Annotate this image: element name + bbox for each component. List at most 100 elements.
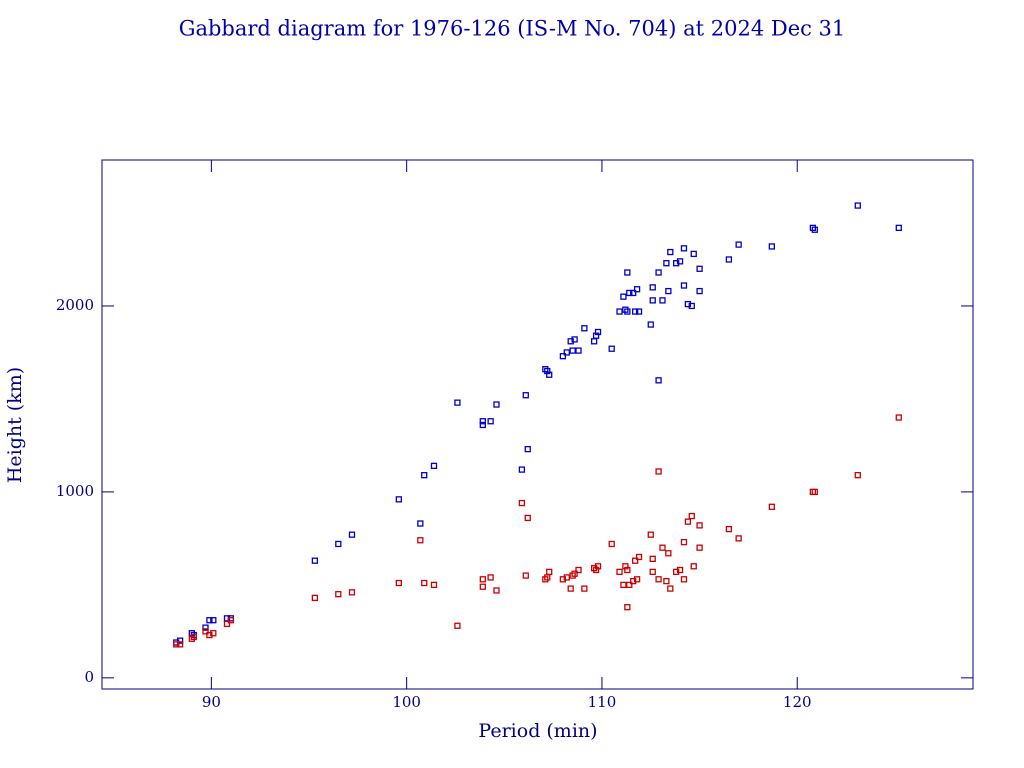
point bbox=[680, 538, 688, 546]
point bbox=[626, 581, 633, 589]
point bbox=[227, 617, 235, 624]
point bbox=[665, 287, 672, 295]
point bbox=[479, 421, 486, 429]
point bbox=[454, 622, 461, 629]
point bbox=[655, 377, 662, 384]
point bbox=[581, 585, 588, 592]
point bbox=[608, 540, 615, 548]
point bbox=[663, 260, 670, 267]
point bbox=[630, 289, 637, 297]
point bbox=[631, 557, 639, 564]
point bbox=[659, 297, 666, 304]
point bbox=[546, 568, 553, 576]
point bbox=[569, 347, 576, 354]
point bbox=[768, 243, 775, 250]
point bbox=[620, 581, 627, 589]
point bbox=[454, 399, 461, 406]
point bbox=[417, 537, 424, 544]
point bbox=[421, 472, 428, 479]
point bbox=[524, 445, 531, 453]
point bbox=[210, 630, 217, 637]
point bbox=[518, 499, 526, 507]
point bbox=[680, 576, 688, 583]
point bbox=[176, 637, 184, 644]
point bbox=[725, 525, 733, 533]
point bbox=[479, 583, 486, 590]
point bbox=[571, 336, 578, 343]
point bbox=[563, 349, 570, 356]
y-tick-label: 2000 bbox=[56, 296, 94, 314]
point bbox=[635, 553, 643, 561]
point bbox=[594, 563, 602, 570]
point bbox=[567, 585, 574, 592]
point bbox=[696, 265, 703, 272]
point bbox=[626, 289, 633, 297]
point bbox=[487, 574, 494, 581]
point bbox=[616, 308, 623, 315]
point bbox=[649, 568, 656, 576]
point bbox=[633, 576, 641, 583]
point bbox=[655, 468, 662, 475]
point bbox=[479, 576, 486, 583]
point bbox=[659, 544, 666, 551]
point bbox=[895, 414, 902, 421]
chart-title: Gabbard diagram for 1976-126 (IS-M No. 7… bbox=[179, 17, 846, 41]
point bbox=[680, 282, 688, 289]
point bbox=[395, 579, 402, 587]
point bbox=[811, 488, 818, 496]
point bbox=[725, 256, 733, 263]
point bbox=[854, 472, 861, 479]
point bbox=[348, 589, 356, 596]
point bbox=[311, 557, 319, 564]
point bbox=[655, 576, 662, 583]
point bbox=[649, 284, 656, 291]
point bbox=[854, 202, 861, 209]
point bbox=[624, 566, 631, 574]
point bbox=[647, 321, 654, 328]
point bbox=[676, 566, 684, 574]
point bbox=[524, 514, 531, 522]
point bbox=[563, 574, 570, 581]
point bbox=[690, 563, 697, 570]
point bbox=[735, 241, 742, 248]
point bbox=[667, 248, 674, 256]
point bbox=[575, 566, 582, 574]
point bbox=[223, 620, 231, 628]
point bbox=[522, 392, 529, 399]
point bbox=[493, 401, 500, 408]
point bbox=[635, 308, 643, 315]
point bbox=[522, 572, 529, 579]
point bbox=[581, 325, 588, 332]
point bbox=[667, 585, 674, 592]
point bbox=[417, 520, 424, 527]
point bbox=[649, 555, 656, 562]
point bbox=[559, 353, 567, 360]
x-tick-label: 100 bbox=[392, 693, 421, 711]
x-axis-label: Period (min) bbox=[478, 720, 597, 742]
point bbox=[649, 297, 656, 304]
point bbox=[680, 245, 688, 252]
x-tick-label: 120 bbox=[783, 693, 812, 711]
point bbox=[895, 224, 902, 232]
point bbox=[430, 581, 438, 589]
point bbox=[696, 544, 703, 551]
point bbox=[176, 641, 184, 648]
point bbox=[518, 466, 526, 473]
point bbox=[202, 628, 209, 635]
point bbox=[395, 496, 402, 503]
point bbox=[616, 568, 623, 576]
point bbox=[571, 570, 578, 577]
plot-frame bbox=[101, 159, 974, 690]
point bbox=[206, 617, 213, 624]
point bbox=[688, 302, 695, 310]
point bbox=[210, 617, 217, 624]
point bbox=[421, 579, 428, 587]
y-tick-label: 0 bbox=[84, 668, 94, 686]
point bbox=[620, 293, 627, 300]
point bbox=[335, 540, 342, 548]
point bbox=[594, 328, 602, 336]
point bbox=[696, 287, 703, 295]
point bbox=[546, 371, 553, 378]
